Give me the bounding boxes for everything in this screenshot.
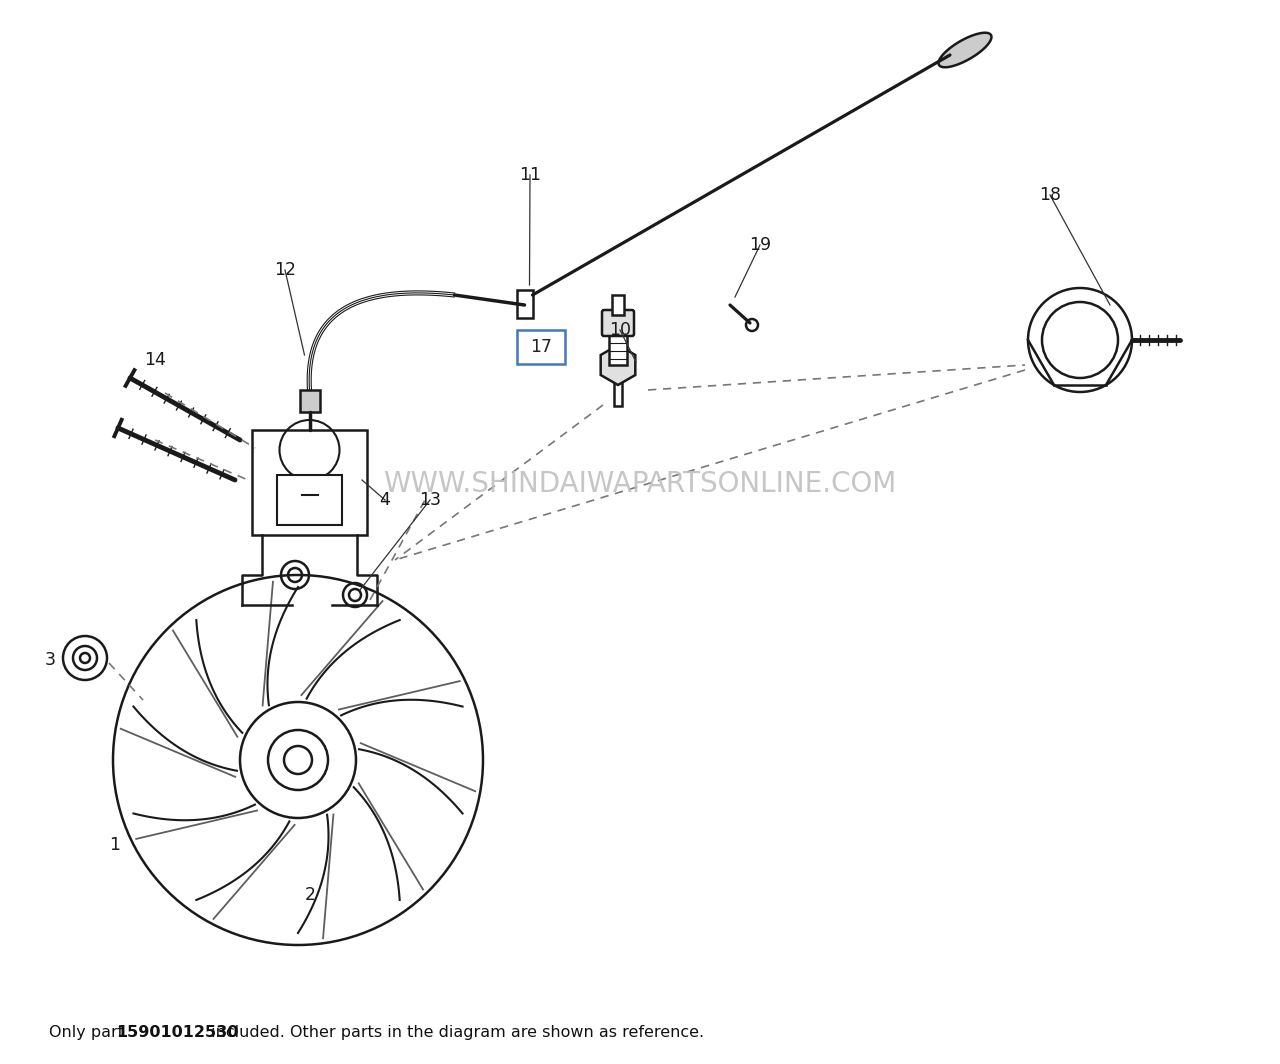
FancyBboxPatch shape bbox=[517, 290, 532, 318]
FancyBboxPatch shape bbox=[609, 332, 627, 365]
Text: 14: 14 bbox=[145, 351, 166, 369]
Text: 2: 2 bbox=[305, 886, 315, 904]
Text: WWW.SHINDAIWAPARTSONLINE.COM: WWW.SHINDAIWAPARTSONLINE.COM bbox=[384, 470, 896, 498]
FancyBboxPatch shape bbox=[252, 430, 367, 535]
FancyBboxPatch shape bbox=[614, 378, 622, 406]
FancyBboxPatch shape bbox=[517, 330, 564, 364]
Text: 13: 13 bbox=[419, 491, 442, 509]
Text: included. Other parts in the diagram are shown as reference.: included. Other parts in the diagram are… bbox=[206, 1025, 704, 1040]
Text: 10: 10 bbox=[609, 321, 631, 339]
Text: 11: 11 bbox=[518, 166, 541, 184]
Polygon shape bbox=[938, 33, 992, 67]
Text: 1: 1 bbox=[110, 836, 120, 854]
Text: 15901012530: 15901012530 bbox=[116, 1025, 239, 1040]
FancyBboxPatch shape bbox=[300, 390, 320, 412]
Text: 12: 12 bbox=[274, 261, 296, 279]
Text: Only part: Only part bbox=[49, 1025, 129, 1040]
FancyBboxPatch shape bbox=[612, 295, 625, 315]
Text: 18: 18 bbox=[1039, 186, 1061, 204]
Text: 3: 3 bbox=[45, 651, 55, 669]
Text: 4: 4 bbox=[380, 491, 390, 509]
Text: 19: 19 bbox=[749, 236, 771, 254]
FancyBboxPatch shape bbox=[602, 310, 634, 336]
Text: 17: 17 bbox=[530, 338, 552, 356]
FancyBboxPatch shape bbox=[276, 475, 342, 525]
